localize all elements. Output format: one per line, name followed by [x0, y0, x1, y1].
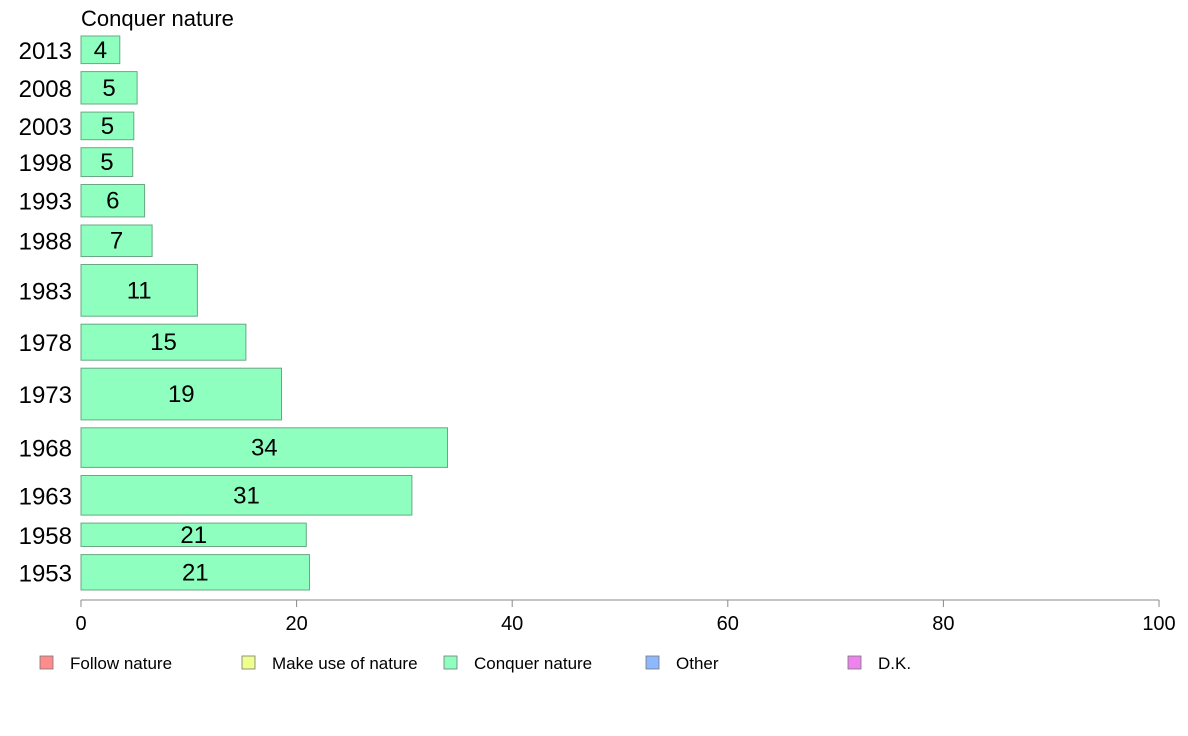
- category-label-2003: 2003: [19, 114, 72, 141]
- legend-label-2: Conquer nature: [474, 654, 592, 673]
- category-label-1983: 1983: [19, 278, 72, 305]
- x-tick-label-0: 0: [75, 613, 86, 635]
- legend-swatch-4: [847, 655, 862, 670]
- chart-title: Conquer nature: [81, 6, 234, 31]
- category-label-1993: 1993: [19, 189, 72, 216]
- category-label-2013: 2013: [19, 38, 72, 65]
- legend-label-3: Other: [676, 654, 719, 673]
- x-tick-label-40: 40: [501, 613, 523, 635]
- category-label-1973: 1973: [19, 382, 72, 409]
- legend-label-0: Follow nature: [70, 654, 172, 673]
- category-label-1988: 1988: [19, 229, 72, 256]
- bar-value-2013: 4: [94, 37, 107, 64]
- bar-value-1953: 21: [182, 559, 209, 586]
- legend: Follow nature Make use of nature Conquer n…: [39, 654, 911, 673]
- category-label-2008: 2008: [19, 76, 72, 103]
- bar-value-1983: 11: [127, 277, 152, 304]
- bar-value-2008: 5: [102, 75, 115, 102]
- x-tick-label-80: 80: [932, 613, 954, 635]
- bar-1983: [80, 264, 198, 317]
- bar-1998: [80, 147, 134, 177]
- legend-swatch-0: [39, 655, 54, 670]
- bar-value-1993: 6: [106, 188, 119, 215]
- category-label-1998: 1998: [19, 150, 72, 177]
- bar-value-1973: 19: [168, 381, 195, 408]
- bar-value-1963: 31: [233, 482, 260, 509]
- x-axis: 0 20 40 60 80 100: [75, 599, 1176, 635]
- x-tick-label-60: 60: [717, 613, 739, 635]
- bar-1968: [80, 427, 448, 468]
- bar-2003: [80, 111, 135, 141]
- bar-1988: [80, 224, 153, 257]
- category-label-1968: 1968: [19, 436, 72, 463]
- bar-1953: [80, 554, 310, 591]
- legend-swatch-2: [443, 655, 458, 670]
- bar-2013: [80, 35, 121, 65]
- legend-label-4: D.K.: [878, 654, 911, 673]
- bar-value-1998: 5: [100, 149, 113, 176]
- category-label-1958: 1958: [19, 523, 72, 550]
- category-label-1978: 1978: [19, 330, 72, 357]
- bar-2008: [80, 71, 138, 105]
- bar-value-1968: 34: [251, 435, 278, 462]
- bar-1963: [80, 475, 413, 516]
- bar-value-1958: 21: [180, 522, 207, 549]
- bar-1973: [80, 367, 282, 421]
- bar-value-2003: 5: [101, 113, 114, 140]
- legend-swatch-3: [645, 655, 660, 670]
- x-tick-label-100: 100: [1142, 613, 1175, 635]
- bar-value-1988: 7: [110, 228, 123, 255]
- bar-1958: [80, 522, 307, 547]
- legend-label-1: Make use of nature: [272, 654, 418, 673]
- category-label-1953: 1953: [19, 560, 72, 587]
- bar-1978: [80, 323, 247, 361]
- legend-swatch-1: [241, 655, 256, 670]
- category-label-1963: 1963: [19, 483, 72, 510]
- bar-value-1978: 15: [150, 329, 177, 356]
- bars-group: 4 2013 5 2008 5 2003 5 1998 6 1993 7 1988 11 1983 15 19…: [19, 35, 448, 591]
- bar-1993: [80, 184, 146, 218]
- x-tick-label-20: 20: [285, 613, 307, 635]
